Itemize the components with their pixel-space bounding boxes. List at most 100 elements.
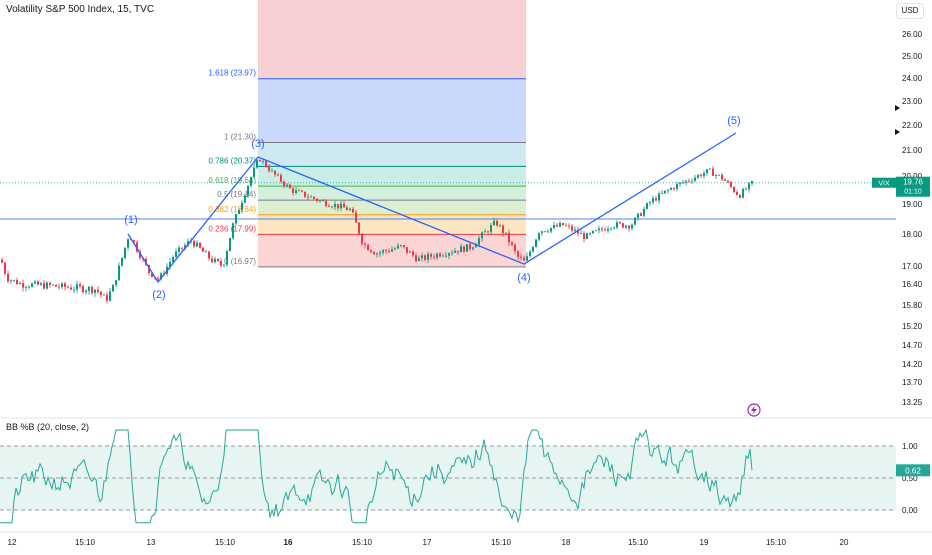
candle-body	[91, 286, 93, 293]
indicator-tick-label: 1.00	[902, 442, 918, 451]
price-tick-label: 20.00	[902, 172, 923, 181]
candle-body	[655, 198, 657, 201]
candle-body	[184, 245, 186, 249]
candle-body	[412, 251, 414, 256]
candle-body	[211, 258, 213, 263]
candle-body	[259, 160, 261, 162]
candle-body	[559, 223, 561, 227]
candle-body	[28, 286, 30, 288]
candle-body	[157, 277, 159, 280]
candle-body	[115, 280, 117, 285]
candle-body	[226, 251, 228, 265]
indicator-title[interactable]: BB %B (20, close, 2)	[6, 422, 90, 432]
candle-body	[244, 195, 246, 203]
candle-body	[403, 245, 405, 248]
candle-body	[646, 203, 648, 209]
lightning-icon	[751, 405, 757, 415]
candle-body	[46, 282, 48, 289]
candle-body	[595, 230, 597, 232]
candle-body	[574, 229, 576, 231]
candle-body	[124, 247, 126, 258]
candle-body	[100, 291, 102, 295]
time-axis-label: 15:10	[491, 538, 512, 547]
candle-body	[730, 182, 732, 187]
axis-marker-icon	[895, 129, 900, 135]
candle-body	[370, 250, 372, 253]
fib-band	[258, 214, 526, 235]
candle-body	[688, 180, 690, 182]
candle-body	[334, 204, 336, 208]
candle-body	[4, 262, 6, 274]
candle-body	[337, 204, 339, 209]
candle-body	[160, 273, 162, 280]
fib-level-label: 0.786 (20.37)	[208, 156, 256, 165]
candle-body	[112, 284, 114, 292]
candle-body	[580, 233, 582, 234]
candle-body	[718, 174, 720, 176]
candle-body	[712, 168, 714, 176]
fib-band	[258, 200, 526, 215]
wave-label: (4)	[517, 272, 530, 284]
currency-button[interactable]: USD	[896, 3, 924, 19]
candle-body	[505, 232, 507, 234]
fib-level-label: 0.618 (19.64)	[208, 176, 256, 185]
candle-body	[478, 238, 480, 245]
candle-body	[592, 230, 594, 234]
candle-body	[25, 287, 27, 289]
candle-body	[568, 225, 570, 227]
candle-body	[58, 286, 60, 288]
candle-body	[274, 170, 276, 175]
candle-body	[625, 225, 627, 228]
price-tick-label: 21.00	[902, 146, 923, 155]
candle-body	[232, 223, 234, 239]
candle-body	[448, 253, 450, 256]
candle-body	[493, 220, 495, 226]
candle-body	[691, 180, 693, 182]
candle-body	[373, 252, 375, 255]
indicator-value-badge	[896, 464, 930, 477]
candle-body	[679, 182, 681, 185]
candle-body	[79, 284, 81, 287]
candle-body	[331, 206, 333, 208]
candle-body	[151, 272, 153, 278]
price-tick-label: 25.00	[902, 52, 923, 61]
candle-body	[526, 256, 528, 261]
candle-body	[484, 231, 486, 233]
price-tick-label: 24.00	[902, 74, 923, 83]
indicator-tick-label: 0.00	[902, 506, 918, 515]
candle-body	[280, 175, 282, 182]
candle-body	[241, 202, 243, 211]
candle-body	[40, 283, 42, 285]
candle-body	[307, 196, 309, 198]
candle-body	[304, 191, 306, 197]
price-tick-label: 23.00	[902, 97, 923, 106]
candle-body	[391, 249, 393, 252]
candle-body	[628, 225, 630, 229]
candle-body	[379, 252, 381, 254]
candle-body	[136, 242, 138, 252]
time-axis-label: 15:10	[766, 538, 787, 547]
candle-body	[250, 177, 252, 186]
time-axis-label: 17	[423, 538, 432, 547]
candle-body	[52, 284, 54, 286]
candle-body	[616, 222, 618, 228]
candle-body	[619, 222, 621, 224]
candle-body	[460, 246, 462, 253]
candle-body	[199, 242, 201, 248]
fib-level-label: 0.5 (19.14)	[217, 190, 256, 199]
candle-body	[598, 228, 600, 231]
candle-body	[415, 255, 417, 261]
candle-body	[382, 250, 384, 253]
candle-body	[76, 284, 78, 290]
candle-body	[694, 177, 696, 181]
candle-body	[571, 226, 573, 231]
candle-body	[436, 253, 438, 258]
candle-body	[187, 241, 189, 246]
candle-body	[667, 189, 669, 191]
candle-body	[298, 190, 300, 192]
price-tick-label: 15.80	[902, 301, 923, 310]
candle-body	[31, 283, 33, 287]
candle-body	[352, 208, 354, 213]
